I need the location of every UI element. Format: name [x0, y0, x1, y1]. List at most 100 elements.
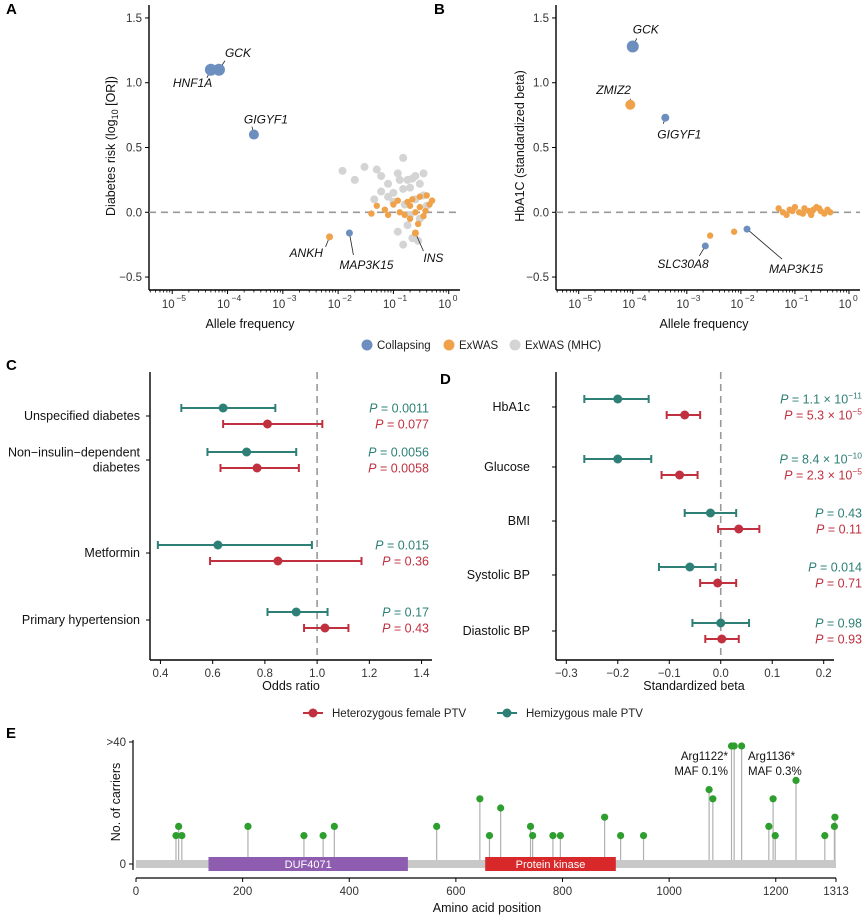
gene-label-ankh: ANKH [289, 246, 324, 260]
variant-point [830, 822, 839, 831]
exwas-point [384, 211, 392, 219]
variant-point [769, 795, 777, 803]
x-tick-label: 10 [438, 299, 451, 311]
exwas-point [406, 202, 414, 209]
variant-point [549, 832, 557, 840]
variant-point [526, 822, 535, 831]
mhc-point [377, 187, 386, 196]
variant-point [175, 822, 183, 831]
male-estimate-point [291, 607, 301, 617]
x-tick-label: 10 [272, 299, 285, 311]
female-estimate-point [273, 556, 283, 566]
legend-female-swatch [308, 708, 318, 718]
variant-annotation: MAF 0.3% [748, 766, 802, 778]
x-tick-label: 1.4 [414, 668, 431, 680]
male-p-value: P = 1.1 × 10−11 [780, 391, 862, 407]
y-tick-label: 0 [120, 859, 126, 871]
male-estimate-point [613, 454, 623, 464]
legend-exwas-swatch [443, 339, 455, 351]
gene-label-gigyf1: GIGYF1 [657, 128, 701, 142]
legend-ab: Collapsing ExWAS ExWAS (MHC) [361, 339, 601, 352]
female-estimate-point [320, 623, 330, 633]
female-p-value: P = 5.3 × 10−5 [784, 407, 862, 423]
panel-c-forest: Odds ratio 0.4 0.6 0.8 1.0 1.2 1.4 Unspecified… [8, 372, 432, 693]
male-estimate-point [242, 447, 252, 457]
x-tick-label: 10 [328, 299, 341, 311]
y-tick-label: 0.5 [126, 143, 142, 155]
male-p-value: P = 0.0011 [369, 402, 429, 416]
x-tick-label: 400 [340, 886, 359, 898]
male-p-value: P = 0.014 [808, 561, 862, 575]
panel-e-lollipop: Amino acid position No. of carriers 0 >40… [106, 737, 848, 915]
female-estimate-point [263, 419, 272, 429]
variant-point [765, 822, 773, 831]
variant-point [738, 742, 746, 750]
x-tick-label: 1313 [823, 886, 849, 898]
male-estimate-point [685, 562, 695, 572]
female-p-value: P = 0.71 [815, 577, 862, 591]
female-p-value: P = 2.3 × 10−5 [784, 467, 862, 483]
variant-point [497, 804, 505, 812]
variant-point [330, 822, 338, 831]
y-tick-label: 0.5 [533, 143, 549, 155]
mhc-point [395, 175, 404, 184]
y-tick-label: 1.0 [533, 78, 549, 90]
variant-point [639, 832, 648, 840]
variant-annotation: Arg1122* [681, 751, 729, 763]
x-tick-exponent: −4 [232, 293, 242, 303]
exwas-point [706, 232, 714, 239]
panel-letter-c: C [6, 357, 17, 374]
female-p-value: P = 0.43 [382, 622, 429, 636]
exwas-point [401, 211, 408, 219]
row-label: Glucose [484, 460, 530, 474]
x-tick-label: 10 [730, 299, 743, 311]
gene-label-slc30a8: SLC30A8 [657, 257, 709, 271]
mhc-point [399, 153, 408, 162]
domain-protein-kinase [485, 857, 616, 871]
gene-point-ankh [326, 233, 334, 241]
exwas-point [414, 220, 422, 228]
female-p-value: P = 0.36 [382, 555, 429, 569]
x-tick-label: 10 [676, 299, 689, 311]
x-tick-exponent: −5 [583, 293, 593, 303]
x-tick-label: 1.0 [309, 668, 325, 680]
female-estimate-point [713, 578, 723, 588]
panel-d-forest: Standardized beta −0.3 −0.2 −0.1 0.0 0.1 0.2 H… [463, 372, 862, 693]
male-p-value: P = 0.0056 [368, 446, 429, 460]
exwas-point [815, 205, 823, 212]
panel-letter-e: E [6, 725, 16, 742]
variant-point [244, 822, 252, 831]
exwas-point [827, 209, 834, 216]
mhc-point [372, 165, 381, 174]
male-p-value: P = 0.43 [815, 507, 862, 521]
x-tick-label: 10 [162, 299, 175, 311]
female-estimate-point [680, 410, 690, 420]
x-tick-label: 10 [217, 299, 230, 311]
domain-label: DUF4071 [285, 859, 332, 871]
variant-point [705, 786, 713, 794]
variant-annotation: Arg1136* [748, 751, 796, 763]
male-p-value: P = 0.17 [382, 606, 429, 620]
gene-label-zmiz2: ZMIZ2 [595, 83, 631, 97]
variant-point [831, 813, 839, 821]
male-estimate-point [716, 618, 726, 628]
exwas-point [373, 202, 380, 209]
row-label: Primary hypertension [22, 613, 140, 627]
male-p-value: P = 0.015 [375, 539, 429, 553]
male-estimate-point [218, 403, 228, 413]
variant-point [485, 832, 494, 840]
legend-mhc-swatch [509, 339, 521, 351]
gene-point-gck [626, 40, 639, 53]
mhc-point [370, 195, 379, 204]
row-label: diabetes [93, 461, 140, 475]
gene-point-map3k15 [345, 229, 353, 237]
exwas-point [428, 197, 436, 204]
y-tick-label: 0.0 [533, 207, 549, 219]
mhc-point [350, 175, 359, 184]
female-estimate-point [252, 463, 262, 473]
mhc-point [415, 179, 424, 188]
panel-a-ylabel: Diabetes risk (log10 [OR]) [104, 76, 120, 216]
exwas-point [381, 206, 389, 213]
domain-label: Protein kinase [516, 859, 586, 871]
gene-point-gigyf1 [661, 113, 670, 122]
